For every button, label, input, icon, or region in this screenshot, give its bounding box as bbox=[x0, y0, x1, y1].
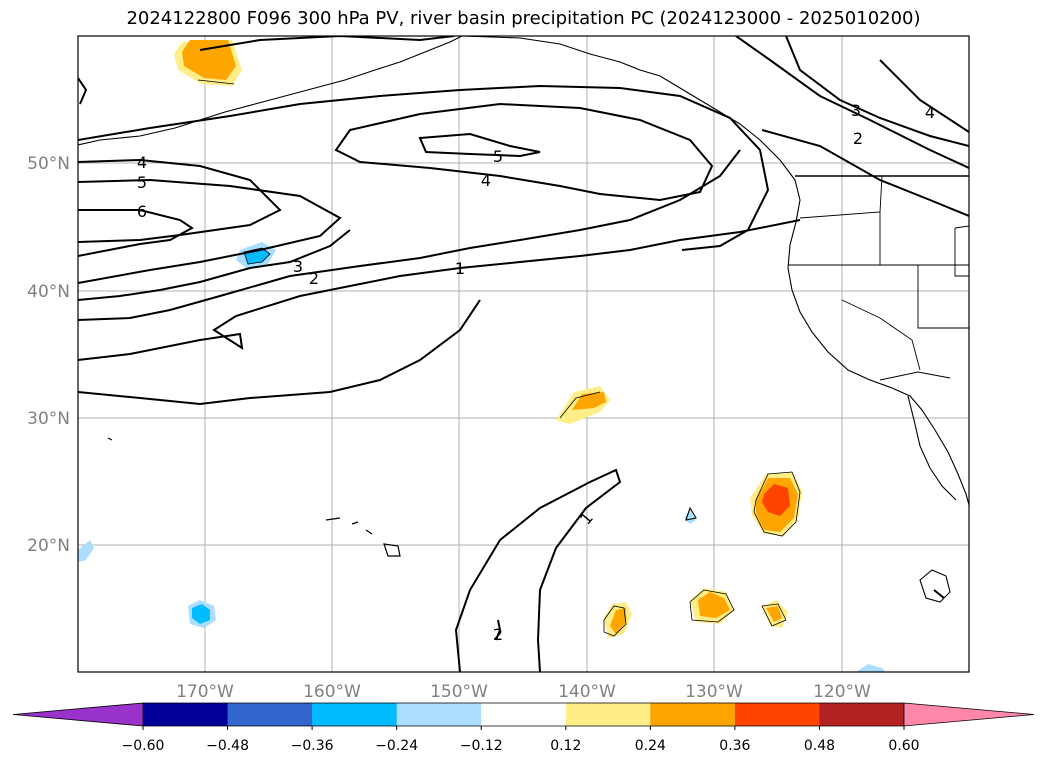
borders bbox=[788, 175, 969, 381]
colorbar-extend-high bbox=[903, 702, 1035, 727]
pv-label-2a: 2 bbox=[309, 269, 319, 288]
pv-contour-1-subtropic bbox=[454, 468, 622, 672]
lon-label-130w: 130°W bbox=[685, 682, 743, 702]
pv-label-6: 6 bbox=[137, 202, 147, 221]
longitude-labels: 170°W 160°W 150°W 140°W 130°W 120°W bbox=[176, 682, 871, 702]
precip-blob-30n-140w bbox=[556, 386, 610, 424]
pv-contour-4-closed bbox=[334, 102, 714, 202]
island-small bbox=[107, 437, 113, 441]
lat-label-50n: 50°N bbox=[27, 154, 70, 174]
precip-shading bbox=[78, 40, 886, 672]
lon-label-160w: 160°W bbox=[303, 682, 361, 702]
map-area bbox=[78, 36, 969, 672]
precip-blob-bottom-blue bbox=[856, 664, 886, 672]
coast-us-mexico bbox=[787, 179, 969, 506]
colorbar-tick-label: −0.12 bbox=[460, 738, 503, 754]
colorbar-tick-label: 0.12 bbox=[550, 738, 581, 754]
colorbar-tick-labels: −0.60 −0.48 −0.36 −0.24 −0.12 0.12 0.24 0.36 0.4… bbox=[122, 726, 920, 754]
colorbar-segment bbox=[312, 703, 398, 726]
lat-label-30n: 30°N bbox=[27, 409, 70, 429]
precip-blob-15n-130w bbox=[689, 588, 735, 624]
coast-aleutians bbox=[78, 36, 463, 146]
graticule bbox=[78, 36, 969, 672]
map-border bbox=[77, 35, 970, 673]
coast-mexico-south bbox=[919, 569, 951, 603]
coast-alaska-bc bbox=[461, 36, 796, 181]
pv-contour-6 bbox=[78, 209, 194, 257]
border-ut bbox=[954, 225, 969, 277]
border-ca-nv bbox=[841, 299, 921, 371]
pv-contour-1-mexico bbox=[933, 589, 945, 599]
pv-contour-north-top bbox=[199, 36, 455, 51]
precip-blob-14n-138w bbox=[603, 602, 632, 638]
pv-label-4a: 4 bbox=[137, 153, 147, 172]
pv-contours bbox=[78, 36, 969, 672]
colorbar-extend-low bbox=[12, 702, 144, 727]
colorbar-tick-label: −0.36 bbox=[291, 738, 334, 754]
map-title: 2024122800 F096 300 hPa PV, river basin … bbox=[126, 8, 921, 29]
coastlines bbox=[78, 36, 969, 603]
lon-label-170w: 170°W bbox=[176, 682, 234, 702]
pv-contour-3 bbox=[78, 229, 351, 301]
island-tiny bbox=[685, 506, 697, 521]
pv-contour-5 bbox=[78, 178, 342, 284]
border-nv-az bbox=[917, 265, 969, 329]
colorbar-segment bbox=[819, 703, 905, 726]
colorbar-tick-label: −0.60 bbox=[122, 738, 165, 754]
pv-label-1a: 1 bbox=[455, 259, 465, 278]
colorbar-tick-label: 0.24 bbox=[635, 738, 666, 754]
pv-label-4c: 4 bbox=[925, 103, 935, 122]
pv-contour-1 bbox=[78, 219, 801, 361]
pv-label-5a: 5 bbox=[137, 173, 147, 192]
pv-contour-2-ne bbox=[735, 36, 969, 169]
precip-blob-west-edge bbox=[78, 540, 94, 562]
pv-contour-2-ne-inner bbox=[761, 129, 969, 217]
colorbar-segment bbox=[734, 703, 820, 726]
colorbar-tick-label: 0.48 bbox=[804, 738, 835, 754]
colorbar-outline bbox=[143, 702, 904, 727]
colorbar-tick-label: 0.36 bbox=[719, 738, 750, 754]
pv-contour-2-small bbox=[495, 619, 502, 641]
colorbar-segment bbox=[143, 703, 229, 726]
hawaii-islands bbox=[325, 517, 401, 557]
precip-blob-15n-126w bbox=[761, 600, 788, 628]
precip-blob-small-blue bbox=[684, 510, 696, 524]
colorbar-tick-label: −0.24 bbox=[375, 738, 418, 754]
lon-label-150w: 150°W bbox=[430, 682, 488, 702]
pv-label-3a: 3 bbox=[293, 257, 303, 276]
colorbar-segment bbox=[565, 703, 651, 726]
precip-blob-15n-170w bbox=[188, 600, 216, 628]
lat-label-20n: 20°N bbox=[27, 536, 70, 556]
colorbar-segment bbox=[481, 703, 567, 726]
border-us-mexico bbox=[879, 371, 951, 381]
colorbar-segment bbox=[650, 703, 736, 726]
pv-label-4b: 4 bbox=[481, 171, 491, 190]
pv-label-2b: 2 bbox=[493, 625, 503, 644]
pv-contour-4-ne bbox=[879, 59, 969, 133]
pv-contour-2 bbox=[78, 149, 741, 321]
pv-contour-2-west-edge bbox=[78, 77, 88, 105]
colorbar-segment bbox=[396, 703, 482, 726]
colorbar bbox=[12, 702, 1035, 727]
latitude-labels: 50°N 40°N 30°N 20°N bbox=[27, 154, 70, 556]
lon-label-140w: 140°W bbox=[558, 682, 616, 702]
pv-label-5b: 5 bbox=[493, 147, 503, 166]
colorbar-tick-label: −0.48 bbox=[206, 738, 249, 754]
precip-blob-north-gulf bbox=[174, 40, 242, 86]
pv-contour-5-closed bbox=[418, 132, 541, 158]
pv-contour-1-south bbox=[78, 299, 481, 406]
pv-label-2c: 2 bbox=[853, 129, 863, 148]
precip-blob-23n-125w bbox=[750, 471, 802, 537]
pv-contour-4 bbox=[78, 158, 282, 243]
pv-contour-2-north bbox=[78, 84, 770, 251]
colorbar-tick-label: 0.60 bbox=[888, 738, 919, 754]
pv-contour-labels: 1 1 2 2 2 3 3 4 4 4 5 5 6 bbox=[137, 101, 935, 644]
lat-label-40n: 40°N bbox=[27, 282, 70, 302]
lon-label-120w: 120°W bbox=[813, 682, 871, 702]
coast-baja bbox=[907, 395, 957, 501]
colorbar-segment bbox=[227, 703, 313, 726]
pv-contour-3-ne bbox=[785, 36, 969, 147]
pv-label-3b: 3 bbox=[851, 101, 861, 120]
